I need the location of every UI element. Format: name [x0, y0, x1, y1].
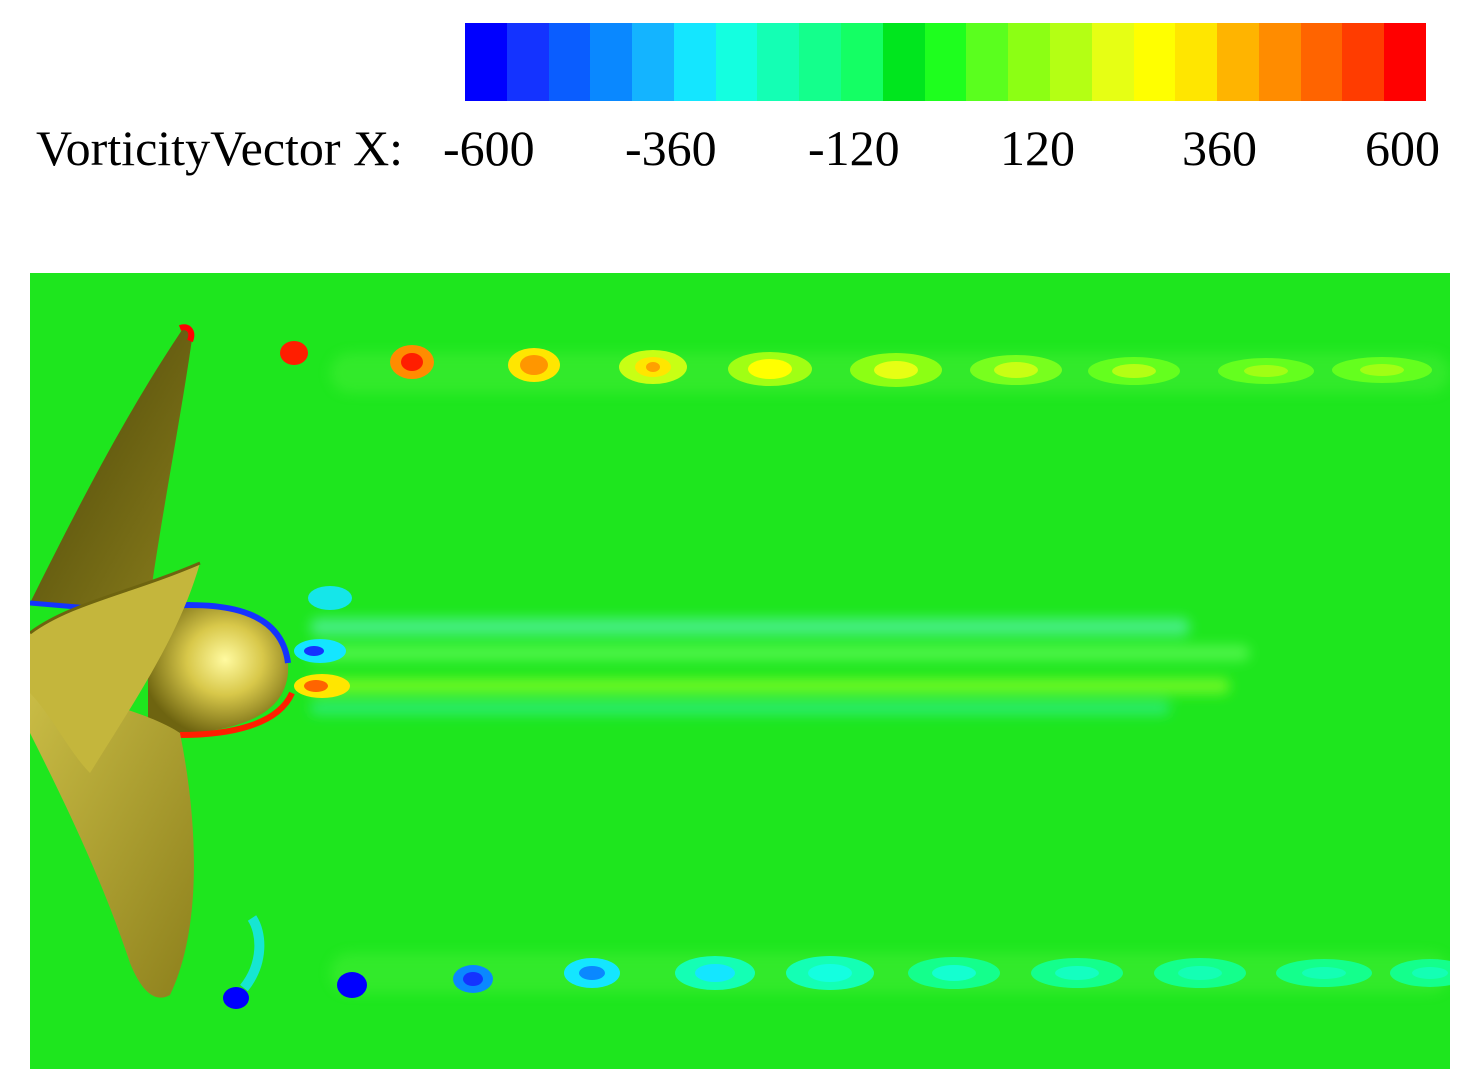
colorbar-segment [966, 23, 1009, 101]
propeller-blade-lower [30, 693, 194, 998]
colorbar-segment [1133, 23, 1176, 101]
colorbar-segment [632, 23, 674, 101]
tip-vortices-positive [280, 341, 1432, 387]
colorbar-segment [1091, 23, 1134, 101]
colorbar-tick-label: 600 [1365, 120, 1440, 176]
colorbar-segment [799, 23, 842, 101]
colorbar-segment [1175, 23, 1218, 101]
colorbar-segment [1258, 23, 1301, 101]
colorbar-segment [757, 23, 800, 101]
tip-vortices-negative [223, 915, 1450, 1009]
colorbar-segment [1342, 23, 1385, 101]
propeller-blade-front [30, 563, 200, 773]
colorbar-segment [465, 23, 507, 101]
hub-wake-vortices [294, 586, 352, 698]
colorbar-tick-label: 360 [1182, 120, 1257, 176]
propeller-blade-upper [30, 327, 193, 613]
colorbar-tick-label: -120 [808, 120, 900, 176]
colorbar-segment [506, 23, 549, 101]
vorticity-contour-plot [30, 273, 1450, 1069]
colorbar-segment [924, 23, 967, 101]
wake-shear-layers [310, 618, 1250, 715]
colorbar-tick-label: 120 [1000, 120, 1075, 176]
colorbar [465, 23, 1426, 101]
colorbar-segment [548, 23, 591, 101]
colorbar-segment [882, 23, 925, 101]
colorbar-segment [841, 23, 883, 101]
colorbar-segment [590, 23, 633, 101]
propeller-hub [148, 605, 289, 735]
colorbar-segment [1300, 23, 1343, 101]
colorbar-tick-label: -360 [625, 120, 717, 176]
colorbar-tick-label: -600 [443, 120, 535, 176]
propeller [30, 324, 295, 998]
colorbar-segment [673, 23, 716, 101]
colorbar-segment [1217, 23, 1259, 101]
colorbar-segment [1384, 23, 1426, 101]
colorbar-title: VorticityVector X: [36, 120, 404, 176]
colorbar-segment [715, 23, 758, 101]
colorbar-segment [1008, 23, 1050, 101]
colorbar-segment [1049, 23, 1092, 101]
